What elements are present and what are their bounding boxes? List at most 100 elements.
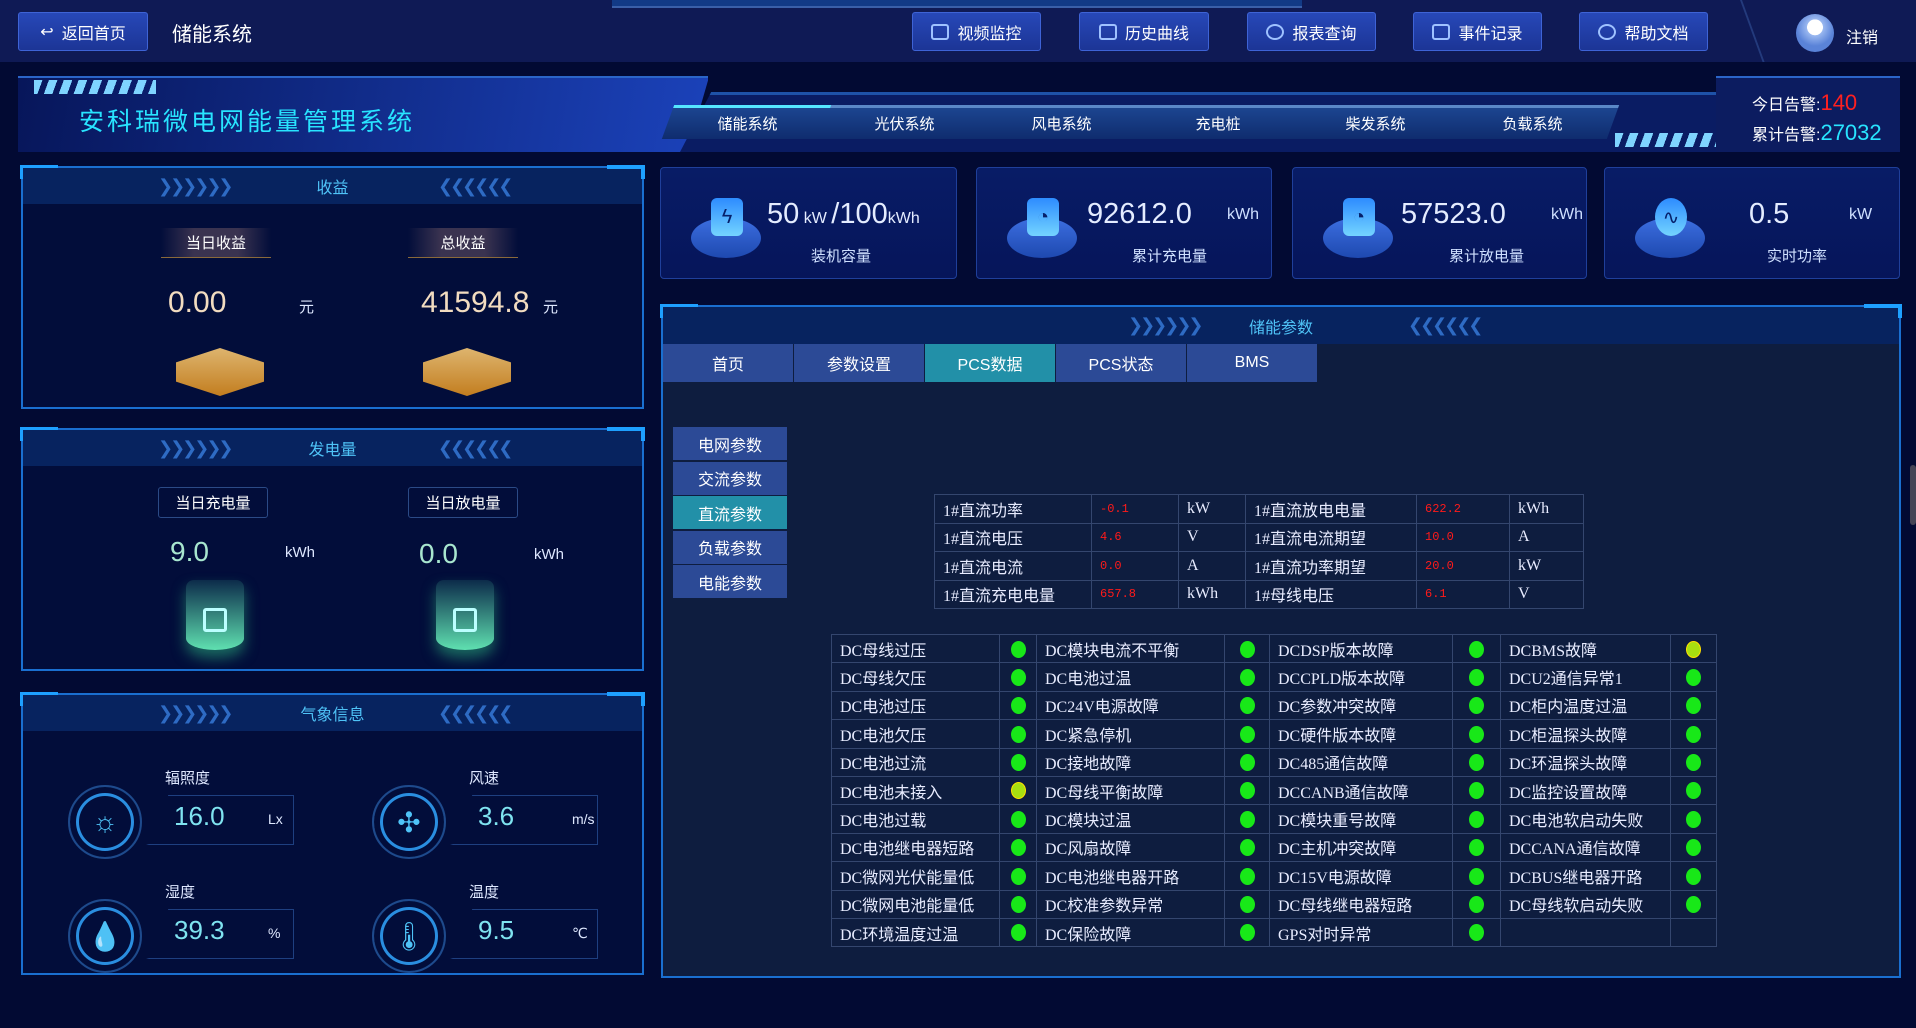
fault-name: DC电池过压 [831,690,1000,721]
history-curve-button[interactable]: 历史曲线 [1079,12,1209,51]
header-tab[interactable]: 充电桩 [1132,105,1306,139]
side-menu-item[interactable]: 电网参数 [673,427,787,460]
status-indicator-icon [1469,697,1484,715]
page-scrollbar[interactable] [1910,465,1916,525]
param-value: 0.0 [1091,551,1179,581]
alarm-total[interactable]: 累计告警:27032 [1752,120,1882,146]
fault-status [1452,747,1501,777]
param-name: 1#直流放电电量 [1245,494,1417,524]
fault-name: DC母线平衡故障 [1036,775,1225,806]
logout-link[interactable]: 注销 [1846,30,1879,47]
realtime-power-label: 实时功率 [1767,248,1828,265]
param-value: 622.2 [1416,494,1510,524]
table-row: DC电池过压 DC24V电源故障 DC参数冲突故障 DC柜内温度过温 [831,690,1717,721]
gauge-icon: ◔ [1027,198,1059,236]
params-tab[interactable]: PCS状态 [1056,344,1186,382]
side-menu-item[interactable]: 交流参数 [673,461,787,495]
side-menu-item[interactable]: 电能参数 [673,565,787,598]
table-row: 1#直流电流 0.0 A 1#直流功率期望 20.0 kW [934,551,1584,581]
side-menu-item[interactable]: 直流参数 [673,496,787,529]
fault-name: DC柜内温度过温 [1500,690,1671,721]
fault-name: DC24V电源故障 [1036,690,1225,721]
daily-discharge-value: 0.0 [419,538,458,569]
status-indicator-icon [1686,839,1701,857]
params-tab[interactable]: 参数设置 [794,344,924,382]
gauge-icon: ◔ [1343,198,1375,236]
param-value: 657.8 [1091,579,1179,609]
back-home-button[interactable]: ↩ 返回首页 [18,12,148,51]
total-income-value: 41594.8 [421,286,530,319]
button-label: 视频监控 [957,25,1022,43]
header-tab-label: 储能系统 [717,116,778,133]
fault-name: DC电池欠压 [831,719,1000,749]
sun-icon: ☼ [68,785,142,859]
fault-name: DC紧急停机 [1036,719,1225,749]
total-income-unit: 元 [543,299,559,316]
fault-name: DC母线欠压 [831,662,1000,692]
table-row: 1#直流功率 -0.1 kW 1#直流放电电量 622.2 kWh [934,494,1584,524]
fault-status [1224,775,1270,806]
daily-charge-unit: kWh [285,544,315,561]
params-tab[interactable]: BMS [1187,344,1317,382]
panel-header: ❯❯❯❯❯❯ 储能参数 ❮❮❮❮❮❮ [663,307,1899,344]
side-menu-item[interactable]: 负载参数 [673,530,787,564]
status-indicator-icon [1239,810,1255,828]
status-indicator-icon [1239,782,1255,800]
status-indicator-icon [1469,924,1484,942]
chevron-left-icon: ❮❮❮❮❮❮ [438,703,513,723]
stripe-decoration [34,80,156,94]
status-indicator-icon [1469,754,1484,772]
event-log-button[interactable]: 事件记录 [1413,12,1542,51]
header-tab[interactable]: 储能系统 [661,105,835,139]
fault-name: DCCANB通信故障 [1269,775,1453,806]
table-row: DC电池欠压 DC紧急停机 DC硬件版本故障 DC柜温探头故障 [831,719,1717,749]
chevron-right-icon: ❯❯❯❯❯❯ [1128,315,1203,335]
storage-params-panel: ❯❯❯❯❯❯ 储能参数 ❮❮❮❮❮❮ 首页 参数设置 PCS数据 PCS状态 BMS 电… [660,304,1902,978]
header-tab[interactable]: 风电系统 [975,105,1149,139]
status-indicator-icon [1010,697,1026,715]
header-tab-label: 光伏系统 [874,116,935,133]
alarm-today[interactable]: 今日告警:140 [1752,90,1857,116]
fault-status [999,747,1037,777]
avatar[interactable] [1796,14,1834,52]
video-monitor-button[interactable]: 视频监控 [912,12,1041,51]
fault-name: DC微网光伏能量低 [831,861,1000,891]
header-tab[interactable]: 柴发系统 [1289,105,1463,139]
header-tab[interactable]: 光伏系统 [818,105,992,139]
fault-name: DC监控设置故障 [1500,775,1671,806]
fault-name: DC母线软启动失败 [1500,889,1671,919]
status-indicator-icon [1010,754,1026,772]
chevron-left-icon: ❮❮❮❮❮❮ [438,438,513,458]
daily-charge-value: 9.0 [170,536,209,567]
params-tab[interactable]: PCS数据 [925,344,1055,382]
status-indicator-icon [1239,867,1255,885]
fault-name: DC电池过温 [1036,662,1225,692]
weather-label: 风速 [469,770,500,787]
fault-status [1224,832,1270,863]
param-name: 1#直流功率期望 [1245,551,1417,581]
fault-name: DC15V电源故障 [1269,861,1453,891]
capacity-value: 50 kW /100kWh [767,198,920,230]
fault-status [1452,662,1501,692]
params-tab[interactable]: 首页 [663,344,793,382]
fault-status [1224,804,1270,834]
weather-unit: % [268,925,281,941]
header-tab[interactable]: 负载系统 [1446,105,1620,139]
report-query-button[interactable]: 报表查询 [1247,12,1376,51]
weather-unit: m/s [572,811,595,827]
fault-status [1452,861,1501,891]
alarm-today-count: 140 [1820,90,1858,115]
fault-name: DC接地故障 [1036,747,1225,777]
calendar-icon [186,580,244,650]
fan-icon: ✣ [372,785,446,859]
weather-label: 辐照度 [165,770,211,787]
help-docs-button[interactable]: 帮助文档 [1579,12,1708,51]
fault-status [1224,917,1270,948]
chart-icon [1098,23,1117,40]
fault-status [1670,804,1717,834]
total-discharge-unit: kWh [1551,206,1583,223]
fault-status [1670,889,1717,919]
fault-status [1452,775,1501,806]
status-indicator-icon [1239,924,1255,942]
search-icon [1266,23,1285,40]
